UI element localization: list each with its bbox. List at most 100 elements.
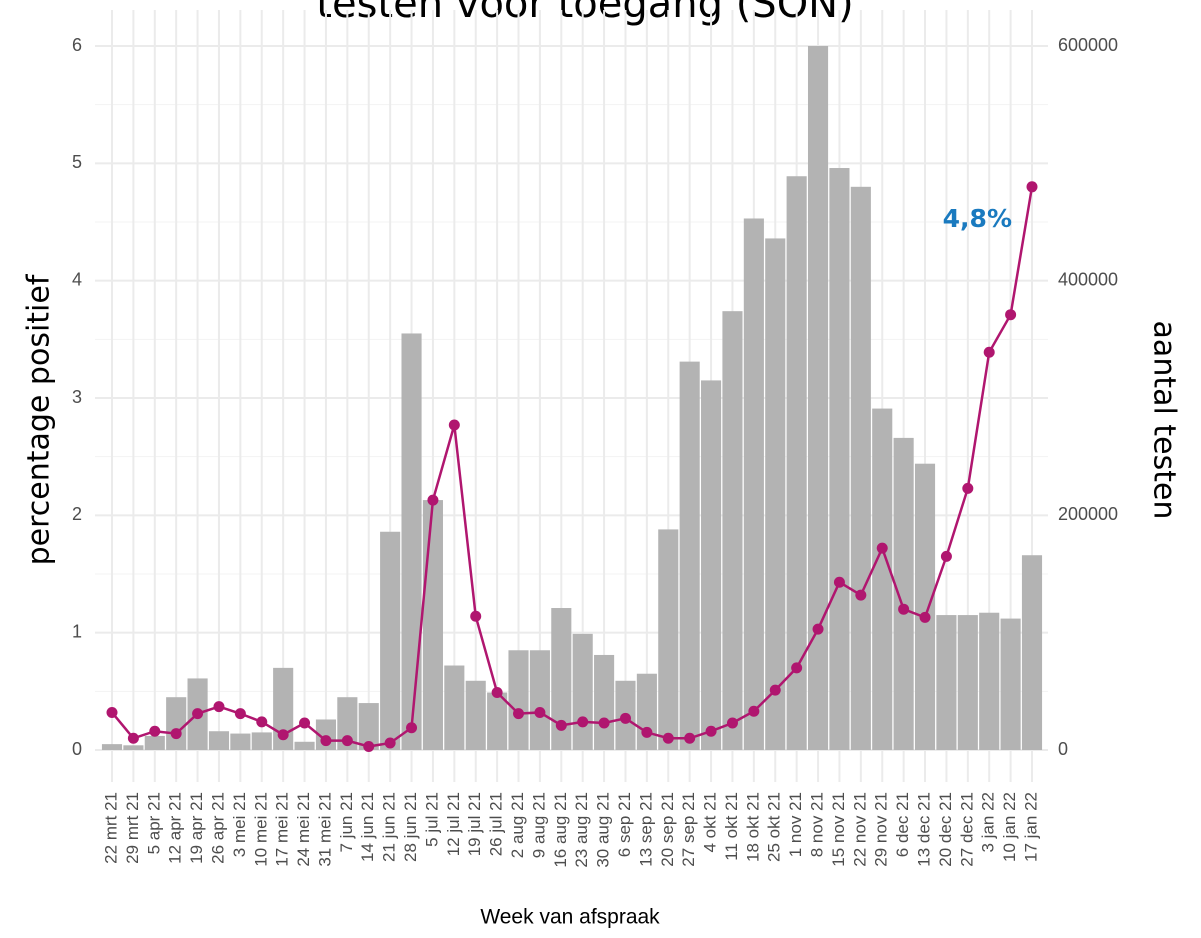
bar [444, 665, 465, 750]
x-tick-label: 29 nov 21 [872, 792, 891, 867]
line-point [127, 732, 139, 744]
y-tick-label: 6 [72, 35, 82, 55]
lines [106, 181, 1038, 752]
bar [743, 218, 764, 751]
y-tick-label: 5 [72, 152, 82, 172]
bar [658, 529, 679, 750]
y-tick-label: 1 [72, 621, 82, 641]
line-point [192, 708, 204, 720]
annotation: 4,8% [943, 204, 1012, 233]
bar [422, 500, 443, 750]
line-point [341, 735, 353, 747]
x-tick-label: 28 jun 21 [401, 792, 420, 862]
line-point [705, 725, 717, 737]
line-point [898, 603, 910, 615]
x-tick-label: 19 jul 21 [465, 792, 484, 856]
x-tick-label: 11 okt 21 [722, 792, 741, 861]
bar [1000, 618, 1021, 750]
x-tick-label: 20 sep 21 [658, 792, 677, 867]
bar [893, 437, 914, 750]
bar [358, 703, 379, 750]
bar [487, 692, 508, 750]
x-tick-label: 25 okt 21 [765, 792, 784, 862]
x-tick-label: 31 mei 21 [315, 792, 334, 867]
line-point [427, 494, 439, 506]
x-tick-label: 18 okt 21 [743, 792, 762, 862]
line-point [619, 712, 631, 724]
x-axis-title: Week van afspraak [480, 906, 660, 929]
x-tick-label: 2 aug 21 [508, 792, 527, 858]
line-point [855, 589, 867, 601]
x-tick-label: 24 mei 21 [294, 792, 313, 867]
x-tick-label: 10 jan 22 [1000, 792, 1019, 862]
bar [465, 680, 486, 750]
x-tick-label: 13 sep 21 [636, 792, 655, 867]
y-tick-label: 3 [72, 387, 82, 407]
x-tick-label: 27 dec 21 [957, 792, 976, 867]
x-tick-label: 1 nov 21 [786, 792, 805, 857]
x-tick-label: 9 aug 21 [529, 792, 548, 858]
x-tick-label: 22 nov 21 [850, 792, 869, 867]
x-tick-label: 3 jan 22 [979, 792, 998, 853]
bar [722, 311, 743, 750]
bar [551, 608, 572, 750]
y-tick-label: 0 [72, 739, 82, 759]
bar [1021, 555, 1043, 750]
x-tick-label: 23 aug 21 [572, 792, 591, 868]
x-tick-label: 26 jul 21 [487, 792, 506, 856]
x-tick-label: 15 nov 21 [829, 792, 848, 867]
x-tick-label: 4 okt 21 [701, 792, 720, 853]
bar [144, 735, 165, 750]
x-tick-label: 5 apr 21 [144, 792, 163, 854]
line-point [149, 725, 161, 737]
x-tick-label: 6 sep 21 [615, 792, 634, 857]
bar [230, 733, 251, 750]
x-tick-label: 27 sep 21 [679, 792, 698, 867]
y2-tick-label: 400000 [1058, 269, 1118, 289]
bar [251, 732, 272, 750]
line-point [812, 623, 824, 635]
line-point [1026, 181, 1038, 193]
labels: 0 1 2 3 4 5 6 0 200000 400000 600000 22 mrt 21 29 mr… [72, 35, 1118, 868]
bar [936, 615, 957, 750]
line-point [598, 717, 610, 729]
line-point [769, 684, 781, 696]
chart-title: testen voor toegang (SON) [316, 0, 853, 27]
x-tick-label: 8 nov 21 [808, 792, 827, 857]
bar [786, 176, 807, 751]
x-tick-label: 12 apr 21 [166, 792, 185, 864]
line-point [448, 419, 460, 431]
line-point [534, 706, 546, 718]
line-point [320, 735, 332, 747]
x-tick-label: 21 jun 21 [380, 792, 399, 862]
bar [273, 667, 294, 750]
bar [979, 612, 1000, 750]
y-axis-title: percentage positief [22, 273, 57, 565]
bar [380, 531, 401, 750]
bar [208, 731, 230, 750]
bar [850, 186, 871, 751]
bar [636, 673, 657, 750]
bar [807, 46, 829, 750]
bar [872, 408, 893, 750]
y-tick-label: 2 [72, 504, 82, 524]
line-point [748, 705, 760, 717]
line-point [983, 346, 995, 358]
x-tick-label: 16 aug 21 [551, 792, 570, 868]
line-point [555, 719, 567, 731]
line-point [684, 732, 696, 744]
x-tick-label: 17 mei 21 [273, 792, 292, 867]
x-tick-label: 6 dec 21 [893, 792, 912, 857]
bar [294, 741, 315, 750]
x-tick-label: 20 dec 21 [936, 792, 955, 867]
bar [337, 697, 358, 750]
x-tick-label: 26 apr 21 [208, 792, 227, 864]
line-point [491, 687, 503, 699]
line-point [876, 542, 888, 554]
bar [572, 633, 593, 750]
line-point [277, 729, 289, 741]
y2-axis-title: aantal testen [1147, 321, 1182, 520]
line-point [363, 740, 375, 752]
x-tick-label: 17 jan 22 [1021, 792, 1040, 862]
